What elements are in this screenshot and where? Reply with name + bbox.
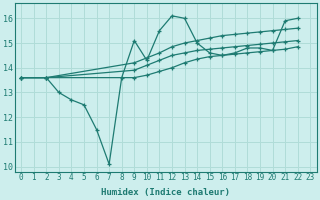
X-axis label: Humidex (Indice chaleur): Humidex (Indice chaleur): [101, 188, 230, 197]
